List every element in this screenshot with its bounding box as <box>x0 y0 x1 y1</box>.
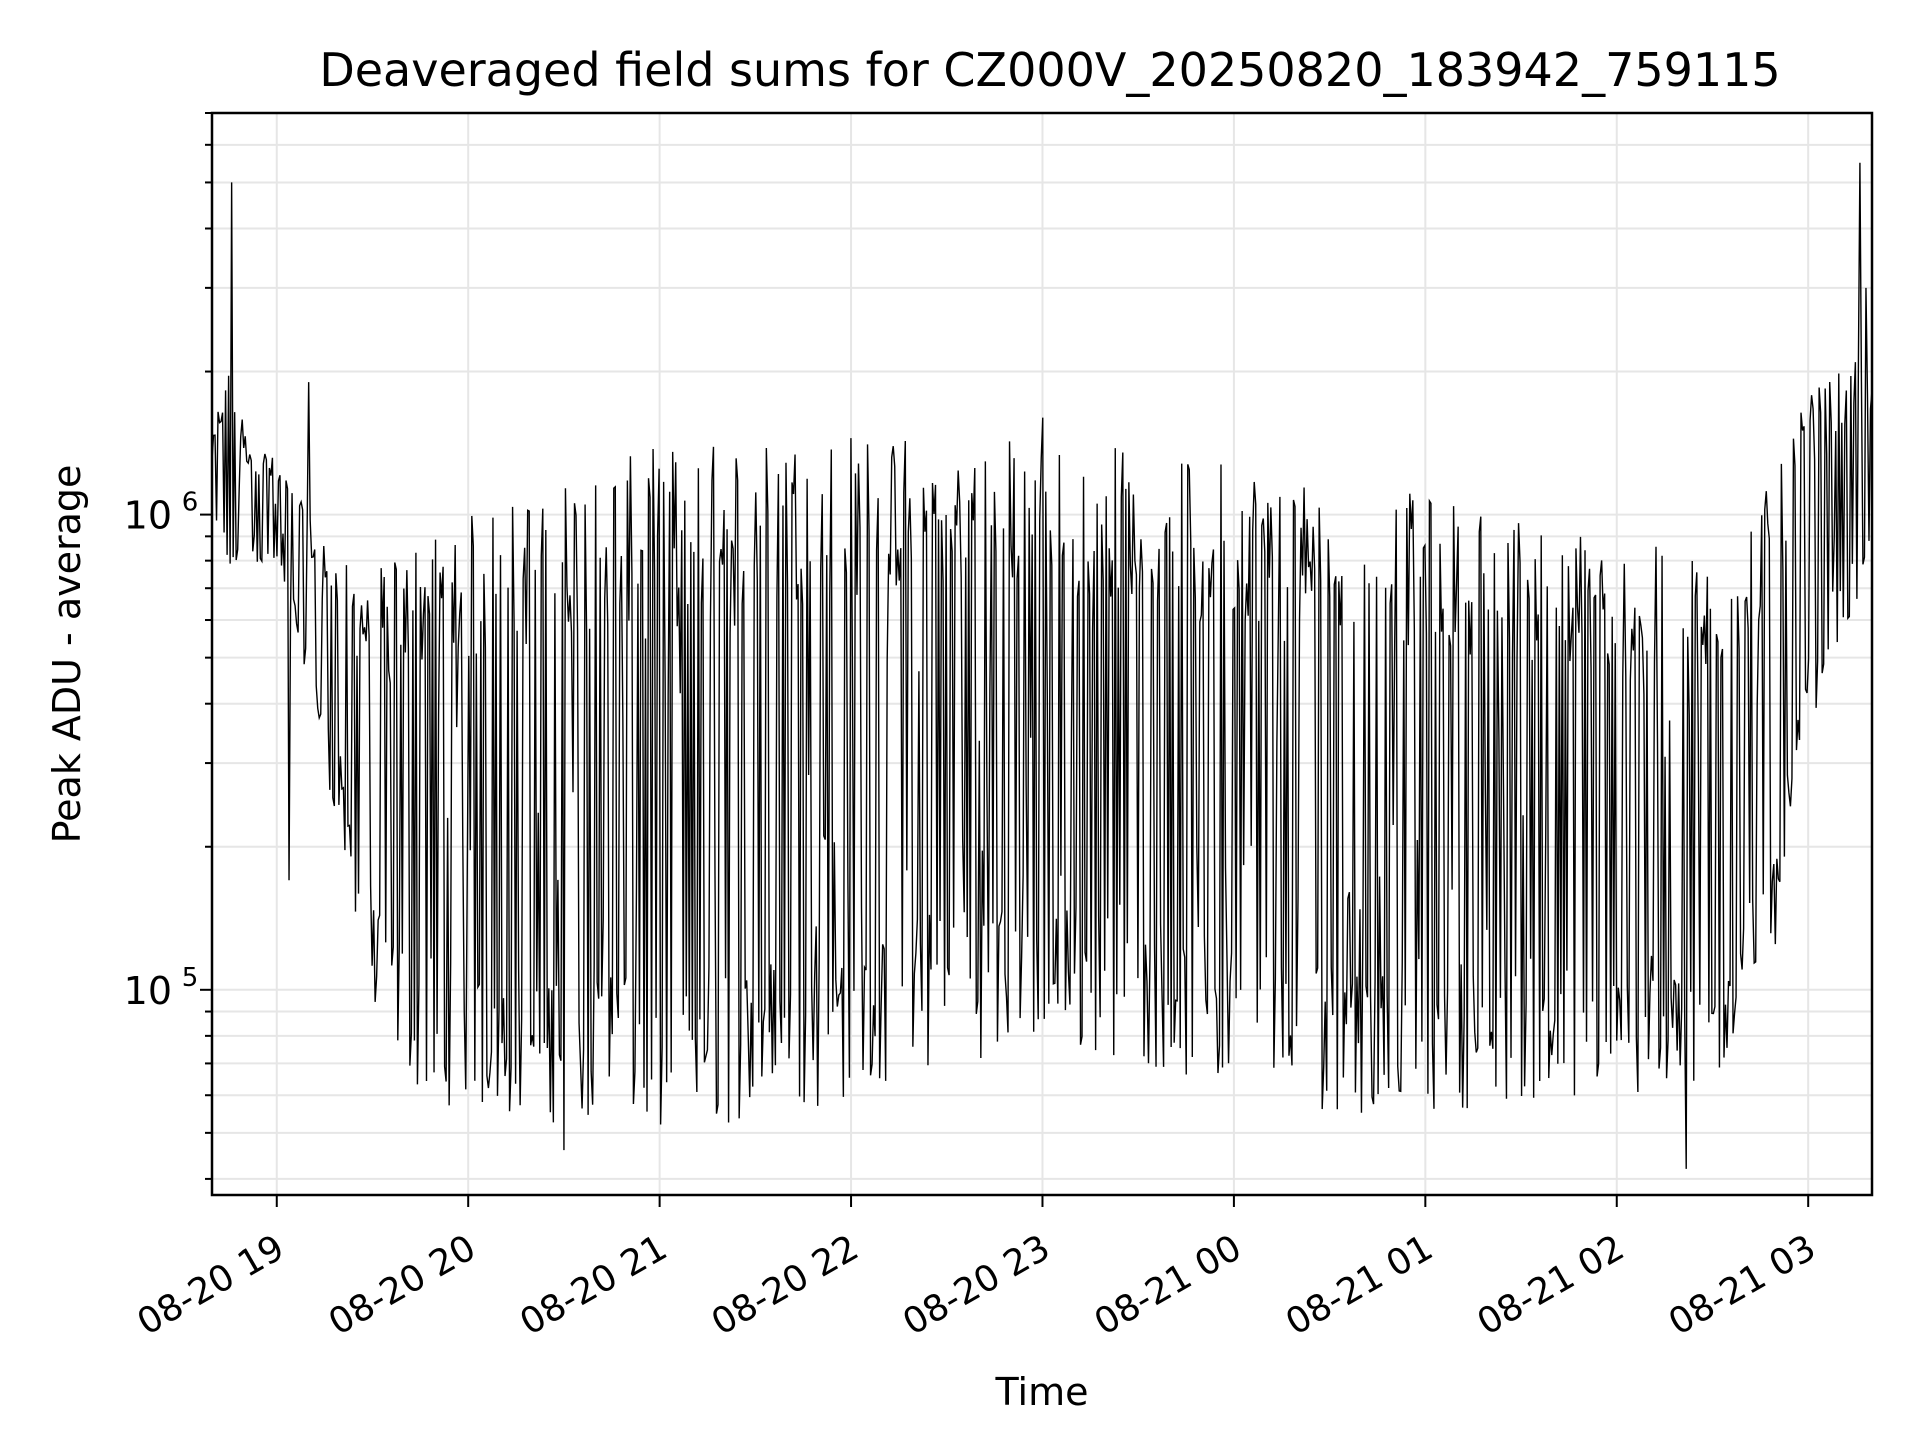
y-tick-exponent: 5 <box>182 963 199 993</box>
series-line <box>212 162 1872 1169</box>
y-tick-label: 10 <box>124 494 172 538</box>
chart-title: Deaveraged field sums for CZ000V_2025082… <box>319 43 1780 97</box>
y-axis: 10 5 10 6 <box>124 112 212 1180</box>
series-path <box>212 162 1872 1169</box>
y-tick-exponent: 6 <box>182 488 199 518</box>
y-tick-label: 10 <box>124 969 172 1013</box>
y-axis-label: Peak ADU - average <box>45 465 89 844</box>
x-axis-label: Time <box>995 1370 1089 1414</box>
